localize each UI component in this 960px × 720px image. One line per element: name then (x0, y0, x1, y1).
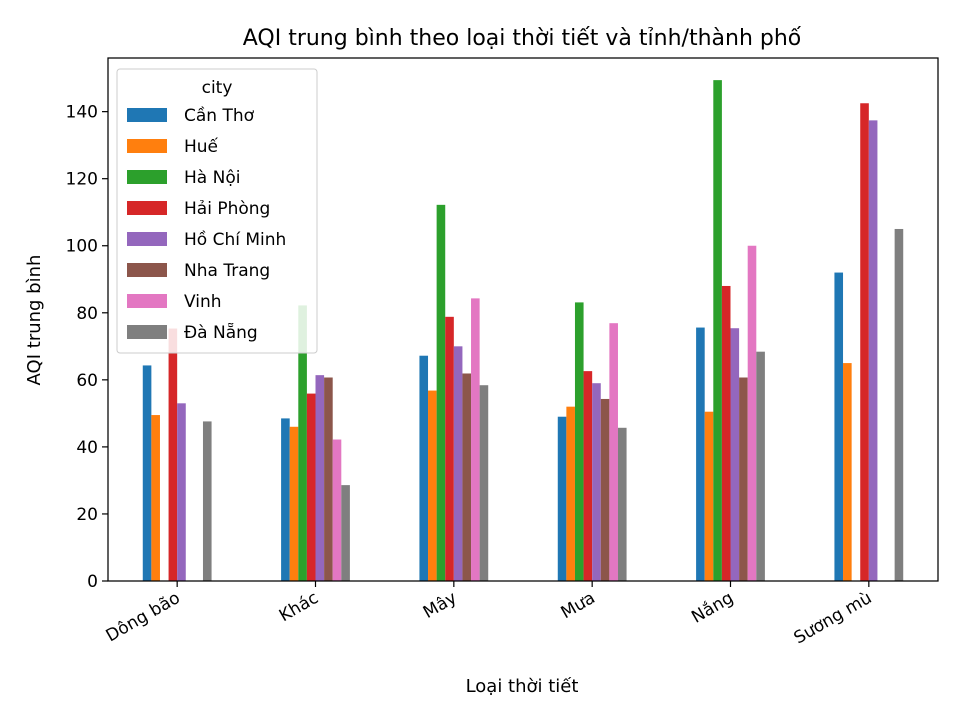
y-tick-label: 20 (76, 505, 98, 525)
bar-7-5 (894, 228, 904, 582)
bar-6-4 (747, 245, 757, 582)
legend-swatch (127, 325, 167, 339)
bar-1-0 (151, 415, 160, 581)
x-tick-label: Mây (420, 588, 460, 623)
y-tick-label: 100 (66, 237, 98, 257)
bar-5-4 (739, 377, 748, 581)
x-axis: Dông bão Khác Mây Mưa Nắng Sương mù (103, 581, 876, 648)
bar-6-2 (471, 298, 480, 581)
bar-1-4 (704, 411, 714, 581)
bar-5-2 (462, 373, 472, 581)
bar-4-5 (868, 120, 878, 582)
bar-4-3 (592, 383, 601, 581)
bar-1-1 (289, 426, 299, 581)
legend-swatch (127, 170, 167, 184)
bar-0-0 (142, 365, 152, 581)
legend-swatch (127, 263, 167, 277)
legend-swatch (127, 201, 167, 215)
bar-2-1 (298, 305, 307, 581)
bar-0-3 (557, 416, 567, 581)
legend-entry: Hồ Chí Minh (184, 229, 286, 250)
bar-6-3 (609, 323, 618, 581)
x-tick-label: Nắng (688, 587, 737, 628)
x-tick-label: Mưa (558, 588, 599, 623)
bar-1-3 (566, 406, 575, 581)
legend-entry: Cần Thơ (184, 105, 255, 126)
y-tick-label: 80 (76, 304, 98, 324)
legend-entry: Đà Nẵng (184, 322, 258, 343)
y-tick-label: 60 (76, 371, 98, 391)
y-axis: 0 20 40 60 80 100 120 140 (66, 103, 108, 592)
bar-0-1 (281, 418, 290, 581)
bar-7-1 (341, 485, 350, 581)
x-axis-label: Loại thời tiết (466, 676, 579, 697)
bar-1-2 (428, 390, 437, 581)
legend-swatch (127, 294, 167, 308)
x-tick-label: Dông bão (103, 588, 184, 646)
legend-entry: Hà Nội (184, 168, 240, 188)
x-tick-label: Sương mù (791, 588, 876, 648)
chart-title: AQI trung bình theo loại thời tiết và tỉ… (243, 26, 802, 51)
bar-3-3 (583, 371, 593, 581)
bar-5-3 (600, 398, 610, 581)
bar-7-0 (202, 421, 212, 581)
bar-3-4 (721, 285, 731, 581)
bar-4-1 (315, 375, 325, 581)
bar-4-4 (730, 328, 740, 581)
bar-3-2 (445, 316, 454, 581)
y-tick-label: 40 (76, 438, 98, 458)
legend-entry: Hải Phòng (184, 199, 270, 219)
legend-entry: Huế (184, 136, 219, 157)
y-tick-label: 140 (66, 103, 98, 123)
legend-swatch (127, 232, 167, 246)
y-tick-label: 0 (87, 572, 98, 592)
x-tick-label: Khác (276, 588, 322, 626)
bar-2-2 (436, 204, 446, 581)
legend-swatch (127, 108, 167, 122)
y-tick-label: 120 (66, 170, 98, 190)
legend-title: city (202, 78, 233, 98)
legend: city Cần Thơ Huế Hà Nội Hải Phòng Hồ Chí Minh… (116, 68, 318, 354)
bar-4-2 (453, 346, 463, 581)
bar-2-4 (713, 80, 722, 581)
legend-entry: Nha Trang (184, 261, 270, 281)
bar-0-4 (696, 327, 705, 581)
legend-swatch (127, 139, 167, 153)
bar-0-5 (834, 272, 844, 581)
plot-frame (107, 57, 939, 582)
bar-3-5 (860, 103, 869, 581)
y-axis-label: AQI trung bình (24, 255, 45, 386)
bar-2-3 (574, 302, 584, 581)
bars-group (142, 80, 904, 582)
bar-3-0 (168, 328, 178, 581)
bar-0-2 (419, 355, 429, 581)
bar-7-2 (479, 385, 489, 581)
bar-1-5 (843, 363, 852, 581)
bar-4-0 (177, 403, 186, 581)
bar-6-1 (332, 439, 342, 581)
bar-5-1 (324, 377, 333, 581)
bar-3-1 (306, 393, 316, 581)
legend-entry: Vinh (184, 292, 222, 312)
bar-7-3 (617, 427, 627, 581)
bar-7-4 (756, 351, 765, 581)
